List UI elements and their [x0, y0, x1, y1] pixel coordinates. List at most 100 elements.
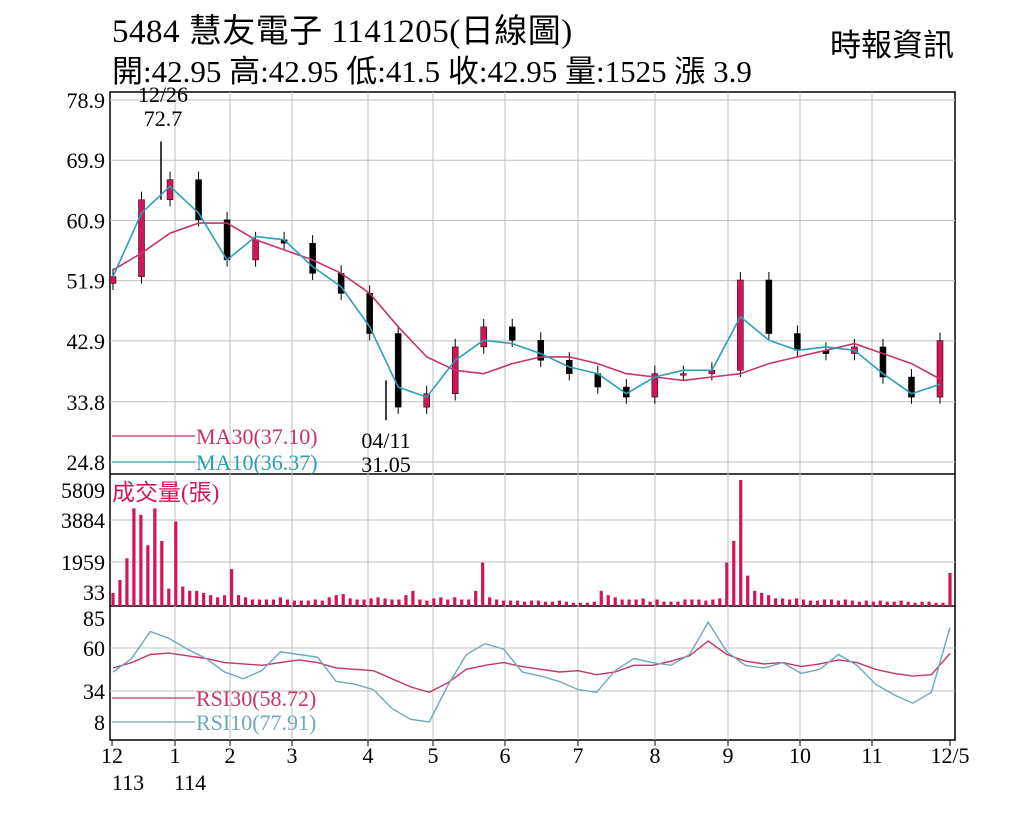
- volume-bar: [634, 599, 638, 606]
- volume-bar: [697, 599, 701, 606]
- volume-bar: [550, 601, 555, 606]
- volume-bar: [285, 599, 289, 606]
- y-tick-label: 69.9: [67, 148, 106, 173]
- price-stats: 開:42.95 高:42.95 低:41.5 收:42.95 量:1525 漲 …: [112, 54, 752, 89]
- candle-body: [480, 326, 487, 348]
- volume-bar: [257, 599, 262, 606]
- volume-bar: [216, 597, 220, 606]
- year-label: 113: [112, 770, 144, 795]
- volume-bar: [564, 601, 568, 606]
- volume-bar: [118, 579, 122, 606]
- candle-body: [879, 346, 887, 378]
- candle-body: [737, 279, 744, 371]
- volume-bar: [676, 601, 680, 606]
- volume-bar: [397, 599, 401, 606]
- legend-ma10: MA10(36.37): [196, 450, 318, 475]
- volume-bar: [662, 601, 666, 606]
- volume-bar: [236, 595, 241, 606]
- volume-bar: [592, 601, 596, 606]
- year-label: 114: [174, 770, 206, 795]
- volume-bar: [327, 597, 331, 606]
- volume-bar: [313, 599, 317, 606]
- volume-bar: [871, 601, 875, 606]
- y-tick-label: 5809: [61, 478, 105, 503]
- volume-bar: [515, 600, 520, 606]
- volume-bar: [404, 595, 408, 606]
- legends: MA30(37.10)MA10(36.37) RSI30(58.72)RSI10(…: [112, 424, 318, 735]
- volume-bar: [508, 600, 513, 606]
- volume-bar: [655, 599, 659, 606]
- ma-line-ma10: [112, 185, 941, 399]
- volume-bar: [669, 601, 673, 606]
- ma-line-ma30: [112, 222, 941, 382]
- volume-bar: [781, 598, 785, 606]
- x-tick-label: 5: [428, 743, 439, 768]
- volume-bar: [648, 601, 652, 606]
- volume-bar: [390, 599, 394, 606]
- volume-bar: [941, 602, 945, 606]
- volume-bar: [369, 598, 373, 606]
- volume-bar: [418, 599, 422, 606]
- candle-body: [223, 219, 231, 261]
- y-tick-label: 60.9: [67, 208, 106, 233]
- volume-bar: [767, 595, 771, 606]
- volume-bar: [243, 597, 248, 606]
- volume-bar: [606, 595, 610, 606]
- volume-bar: [488, 597, 492, 606]
- candle-body: [537, 339, 545, 361]
- volume-bar: [264, 599, 269, 606]
- candle-body: [680, 373, 687, 376]
- volume-bar: [801, 599, 806, 606]
- volume-bar: [892, 601, 896, 606]
- volume-bar: [948, 572, 952, 606]
- x-tick-label: 7: [573, 743, 584, 768]
- volume-bar: [167, 588, 171, 606]
- volume-bar: [188, 590, 192, 606]
- y-tick-label: 24.8: [67, 450, 106, 475]
- volume-bar: [453, 597, 457, 606]
- high-date-label: 12/26: [138, 82, 188, 107]
- volume-bar: [627, 599, 631, 606]
- x-tick-label: 10: [789, 743, 811, 768]
- volume-bar: [578, 602, 582, 606]
- x-tick-label: 12: [101, 743, 123, 768]
- volume-bar: [146, 545, 150, 606]
- volume-bar: [474, 590, 478, 606]
- volume-bar: [906, 601, 910, 606]
- low-value-label: 31.05: [361, 452, 411, 477]
- rsi-line-rsi30: [112, 640, 951, 694]
- volume-bar: [620, 599, 624, 606]
- volume-label: 成交量(張): [112, 480, 219, 505]
- x-tick-label: 11: [861, 743, 882, 768]
- volume-bar: [181, 586, 185, 606]
- volume-bar: [229, 569, 234, 606]
- y-tick-label: 1959: [61, 550, 105, 575]
- x-tick-label: 1: [170, 743, 181, 768]
- volume-bar: [850, 600, 854, 606]
- volume-bar: [306, 600, 310, 606]
- candle-body: [765, 279, 773, 334]
- y-tick-label: 33.8: [67, 390, 106, 415]
- volume-bar: [794, 598, 799, 606]
- x-tick-label: 9: [723, 743, 734, 768]
- volume-bar: [739, 480, 743, 606]
- volume-bar: [299, 600, 303, 606]
- volume-bar: [753, 590, 757, 606]
- volume-bar: [160, 540, 164, 606]
- volume-bar: [732, 540, 736, 606]
- plot-border: [109, 91, 956, 741]
- volume-bar: [718, 598, 722, 606]
- volume-bar: [467, 599, 471, 606]
- volume-bars: 成交量(張): [111, 480, 952, 606]
- chart-frame: [109, 91, 956, 741]
- candle-body: [252, 239, 259, 261]
- volume-bar: [202, 592, 206, 606]
- volume-bar: [502, 600, 506, 606]
- candle-body: [394, 333, 402, 408]
- candle-body: [508, 326, 516, 341]
- volume-bar: [529, 600, 534, 606]
- legend-rsi10: RSI10(77.91): [196, 710, 316, 735]
- x-tick-label: 12/5: [930, 743, 969, 768]
- volume-bar: [460, 599, 464, 606]
